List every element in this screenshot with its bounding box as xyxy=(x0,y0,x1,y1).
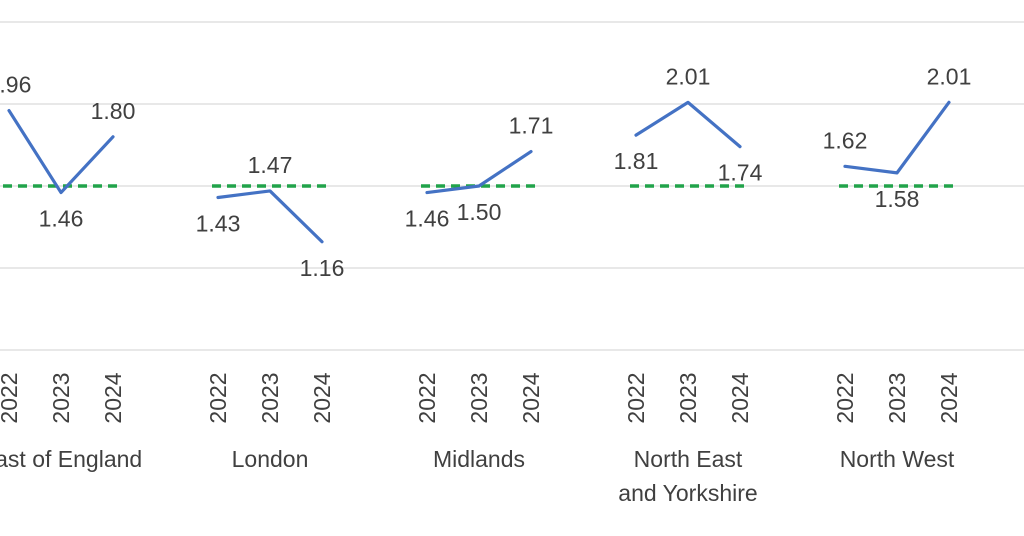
year-tick-label: 2022 xyxy=(832,372,858,423)
region-label-line: North East xyxy=(634,446,743,472)
year-tick-label: 2023 xyxy=(884,372,910,423)
data-label: 1.81 xyxy=(614,148,659,174)
data-label: 1.80 xyxy=(91,98,136,124)
year-tick-labels: 2022 2023 2024 2022 2023 2024 2022 2023 2024 2022… xyxy=(0,372,962,423)
year-tick-label: 2024 xyxy=(100,372,126,423)
year-tick-label: 2023 xyxy=(48,372,74,423)
data-label: 1.50 xyxy=(457,199,502,225)
region-label: London xyxy=(232,446,309,472)
year-tick-label: 2024 xyxy=(727,372,753,423)
series-lines xyxy=(7,100,951,244)
data-label: 1.96 xyxy=(0,72,31,98)
region-label-line: East of England xyxy=(0,446,142,472)
year-tick-label: 2023 xyxy=(466,372,492,423)
region-label-line: and Yorkshire xyxy=(618,480,757,506)
data-label: 1.46 xyxy=(405,206,450,232)
data-label: 1.43 xyxy=(196,210,241,236)
year-tick-label: 2022 xyxy=(623,372,649,423)
series-line xyxy=(634,100,742,149)
data-label: 1.62 xyxy=(823,127,868,153)
region-label: North East and Yorkshire xyxy=(618,446,757,506)
region-label: Midlands xyxy=(433,446,525,472)
region-label: East of England xyxy=(0,446,142,472)
region-label-line: London xyxy=(232,446,309,472)
year-tick-label: 2022 xyxy=(205,372,231,423)
series-line xyxy=(425,149,533,195)
data-label: 1.46 xyxy=(39,206,84,232)
region-label-line: Midlands xyxy=(433,446,525,472)
region-label: North West xyxy=(840,446,955,472)
data-label: 1.16 xyxy=(300,255,345,281)
data-label: 1.58 xyxy=(875,186,920,212)
data-label: 2.01 xyxy=(927,63,972,89)
series-line xyxy=(843,100,951,175)
year-tick-label: 2022 xyxy=(414,372,440,423)
region-label-line: North West xyxy=(840,446,955,472)
year-tick-label: 2024 xyxy=(936,372,962,423)
year-tick-label: 2024 xyxy=(309,372,335,423)
data-label: 1.47 xyxy=(248,152,293,178)
year-tick-label: 2023 xyxy=(675,372,701,423)
year-tick-label: 2024 xyxy=(518,372,544,423)
value-labels: 1.96 1.46 1.80 1.43 1.47 1.16 1.46 1.50 1.71 1.81… xyxy=(0,63,971,280)
series-line xyxy=(7,108,115,195)
year-tick-label: 2023 xyxy=(257,372,283,423)
data-label: 1.74 xyxy=(718,160,763,186)
series-line xyxy=(216,189,324,244)
region-labels: East of England London Midlands North East a… xyxy=(0,446,955,506)
data-label: 1.71 xyxy=(509,113,554,139)
data-label: 2.01 xyxy=(666,63,711,89)
year-tick-label: 2022 xyxy=(0,372,22,423)
